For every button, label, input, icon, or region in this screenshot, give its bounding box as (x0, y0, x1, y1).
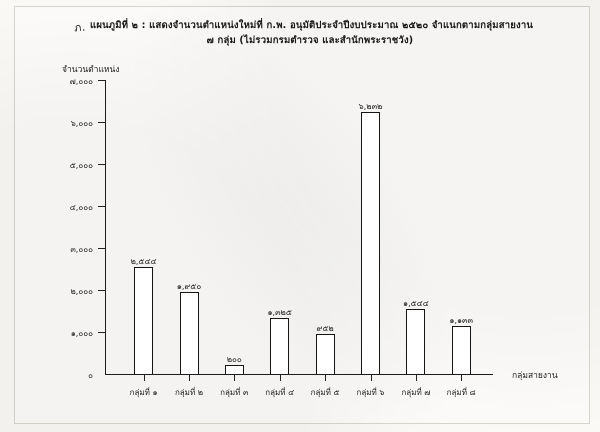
bar-value-label: ๖,๒๓๒ (358, 102, 383, 112)
x-tick (279, 373, 281, 381)
plot-area: ๐ ๑,๐๐๐ ๒,๐๐๐ ๓,๐๐๐ ๔,๐๐๐ ๕,๐๐๐ ๖,๐๐๐ ๗,๐๐๐ ๒,๕… (70, 77, 493, 397)
x-category-label: กลุ่มที่ ๘ (446, 387, 476, 397)
y-tick (98, 331, 105, 333)
y-tick (98, 163, 105, 166)
y-tick-label: ๒,๐๐๐ (70, 286, 93, 296)
bar (315, 333, 335, 374)
bar (361, 112, 380, 374)
chart-title: แผนภูมิที่ ๒ : แสดงจำนวนตำแหน่งใหม่ที่ ก… (90, 18, 534, 48)
y-tick-label: ๓,๐๐๐ (70, 244, 93, 254)
y-tick (98, 247, 105, 249)
y-tick (98, 80, 105, 82)
y-tick-label: ๗,๐๐๐ (69, 77, 93, 86)
bar (451, 326, 471, 374)
x-category-label: กลุ่มที่ ๖ (356, 387, 385, 397)
bar (134, 266, 154, 374)
y-axis-title: จำนวนตำแหน่ง (62, 65, 120, 75)
paper-border (14, 6, 590, 424)
bar-value-label: ๑,๙๕๐ (176, 281, 202, 291)
y-tick-label: ๑,๐๐๐ (70, 328, 93, 338)
bar-value-label: ๒๐๐ (226, 355, 242, 365)
x-tick (370, 373, 372, 381)
x-tick (143, 373, 145, 381)
x-category-label: กลุ่มที่ ๕ (310, 387, 340, 397)
y-tick (98, 289, 105, 291)
chart-title-line-2: ๗ กลุ่ม (ไม่รวมกรมตำรวจ และสำนักพระราชวั… (206, 35, 414, 46)
y-tick-label: ๔,๐๐๐ (69, 202, 93, 212)
bar (406, 308, 426, 374)
bar (270, 318, 290, 374)
bar-value-label: ๑,๑๓๓ (449, 316, 473, 326)
bar-value-label: ๑,๓๒๕ (267, 308, 292, 317)
y-tick (98, 121, 105, 124)
x-category-label: กลุ่มที่ ๑ (129, 387, 158, 397)
chart-title-line-1: แผนภูมิที่ ๒ : แสดงจำนวนตำแหน่งใหม่ที่ ก… (90, 20, 534, 31)
x-category-label: กลุ่มที่ ๓ (220, 387, 249, 397)
x-tick (415, 373, 418, 381)
y-axis-line (105, 80, 107, 375)
bar-value-label: ๑,๕๔๔ (402, 298, 429, 308)
x-tick (189, 373, 191, 381)
bar-value-label: ๙๕๒ (316, 323, 334, 333)
x-category-label: กลุ่มที่ ๔ (265, 387, 295, 397)
bar (179, 291, 199, 374)
y-tick-label: ๖,๐๐๐ (70, 118, 93, 128)
bar-value-label: ๒,๕๔๔ (130, 256, 157, 266)
x-axis-title: กลุ่มสายงาน (512, 371, 558, 381)
y-tick-label: ๕,๐๐๐ (69, 160, 93, 170)
x-axis-line (105, 373, 493, 375)
x-category-label: กลุ่มที่ ๗ (401, 387, 431, 397)
x-tick (234, 373, 236, 381)
y-tick (98, 205, 105, 207)
bar (224, 365, 244, 374)
x-category-label: กลุ่มที่ ๒ (174, 387, 204, 397)
y-tick-label: ๐ (88, 370, 93, 380)
x-tick (325, 373, 327, 381)
x-tick (461, 373, 463, 381)
